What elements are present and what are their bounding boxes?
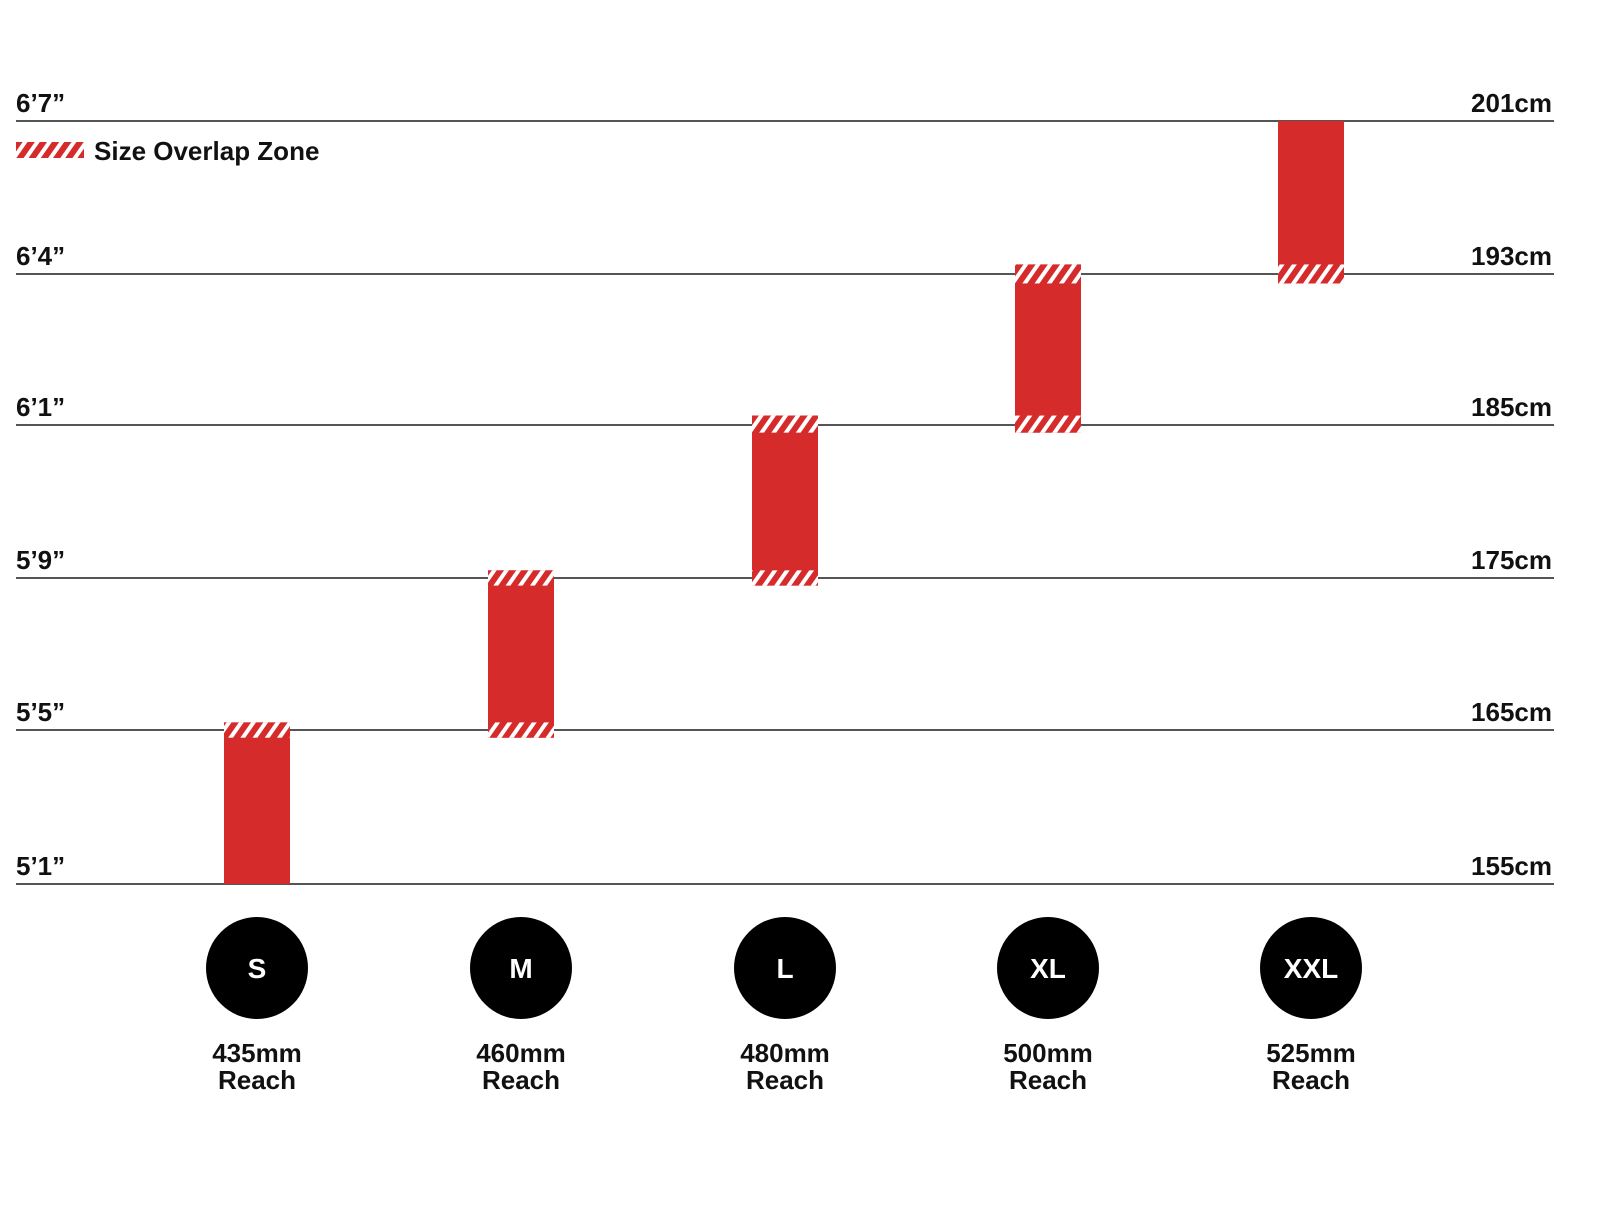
- overlap-zone-top-s: [224, 722, 290, 738]
- reach-value: 525mm: [1266, 1038, 1356, 1068]
- reach-word: Reach: [482, 1065, 560, 1095]
- legend-label: Size Overlap Zone: [94, 136, 319, 166]
- y-tick-label-right: 165cm: [1471, 697, 1552, 727]
- y-tick-label-left: 5’9”: [16, 545, 65, 575]
- size-badge-xxl: [1260, 917, 1362, 1019]
- size-label: S: [248, 953, 267, 984]
- bar-l: [752, 415, 818, 586]
- size-label: XXL: [1284, 953, 1338, 984]
- size-badge-s: [206, 917, 308, 1019]
- legend: Size Overlap Zone: [16, 136, 319, 166]
- overlap-zone-top-xl: [1015, 264, 1081, 284]
- overlap-zone-bottom-l: [752, 570, 818, 586]
- overlap-zone-bottom-xxl: [1278, 264, 1344, 284]
- reach-value: 460mm: [476, 1038, 566, 1068]
- size-badge-xl: [997, 917, 1099, 1019]
- size-badge-l: [734, 917, 836, 1019]
- reach-value: 480mm: [740, 1038, 830, 1068]
- size-badge-m: [470, 917, 572, 1019]
- overlap-zone-top-m: [488, 570, 554, 586]
- legend-swatch: [16, 142, 84, 158]
- size-label: M: [509, 953, 532, 984]
- size-label: L: [776, 953, 793, 984]
- y-tick-label-left: 6’1”: [16, 392, 65, 422]
- y-tick-label-right: 155cm: [1471, 851, 1552, 881]
- bar-m: [488, 570, 554, 738]
- y-tick-label-right: 175cm: [1471, 545, 1552, 575]
- size-markers: S435mmReachM460mmReachL480mmReachXL500mm…: [206, 917, 1362, 1095]
- reach-word: Reach: [1009, 1065, 1087, 1095]
- y-tick-label-right: 193cm: [1471, 241, 1552, 271]
- bars: [224, 121, 1344, 884]
- bar-xl: [1015, 264, 1081, 433]
- overlap-zone-bottom-m: [488, 722, 554, 738]
- y-tick-label-right: 185cm: [1471, 392, 1552, 422]
- reach-value: 500mm: [1003, 1038, 1093, 1068]
- reach-word: Reach: [746, 1065, 824, 1095]
- reach-word: Reach: [218, 1065, 296, 1095]
- overlap-zone-top-l: [752, 415, 818, 433]
- y-tick-label-left: 6’4”: [16, 241, 65, 271]
- bar-xxl: [1278, 121, 1344, 284]
- y-tick-label-right: 201cm: [1471, 88, 1552, 118]
- overlap-zone-bottom-xl: [1015, 415, 1081, 433]
- y-tick-label-left: 5’5”: [16, 697, 65, 727]
- y-tick-label-left: 5’1”: [16, 851, 65, 881]
- y-tick-label-left: 6’7”: [16, 88, 65, 118]
- bar-s: [224, 722, 290, 884]
- reach-value: 435mm: [212, 1038, 302, 1068]
- reach-word: Reach: [1272, 1065, 1350, 1095]
- size-label: XL: [1030, 953, 1066, 984]
